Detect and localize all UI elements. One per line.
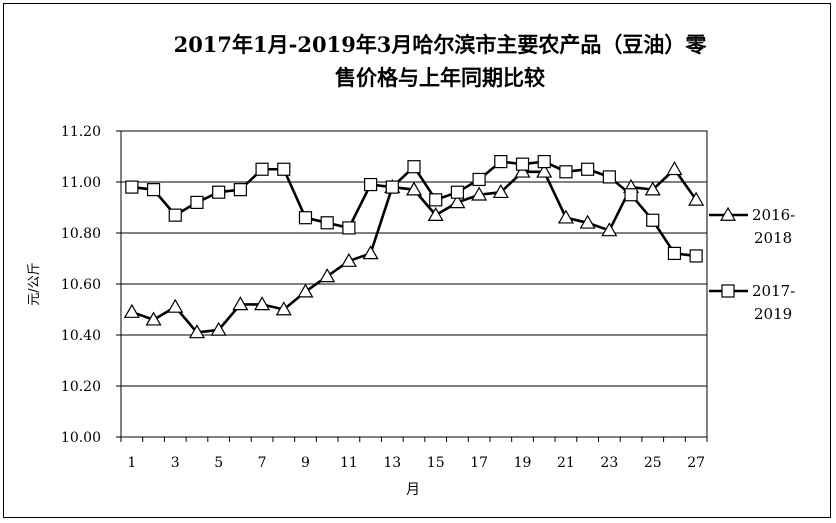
legend-label-line1: 2017- — [752, 282, 795, 300]
data-point — [342, 221, 356, 235]
legend-marker — [719, 206, 737, 221]
data-point — [537, 155, 551, 169]
data-point — [601, 222, 618, 237]
data-point — [362, 245, 379, 260]
data-point — [494, 155, 508, 169]
data-point — [559, 165, 573, 179]
data-point — [405, 181, 423, 196]
legend-item: 2017- 2019 — [709, 282, 795, 323]
data-point — [145, 311, 162, 326]
data-point — [536, 163, 553, 178]
x-tick-label: 23 — [600, 455, 618, 471]
data-point — [340, 252, 357, 267]
data-point — [646, 213, 660, 227]
data-point — [123, 303, 140, 318]
x-tick-label: 11 — [340, 455, 358, 471]
data-point — [298, 211, 313, 225]
y-tick-label: 10.60 — [61, 277, 101, 293]
data-point — [254, 296, 271, 311]
legend-item: 2016- 2018 — [709, 206, 795, 247]
data-point — [450, 185, 465, 199]
chart-title-line2: 售价格与上年同期比较 — [335, 65, 545, 90]
data-point — [319, 268, 336, 283]
x-tick-label: 25 — [644, 455, 662, 471]
legend-label-line2: 2018 — [754, 229, 792, 247]
y-tick-label: 10.40 — [61, 328, 101, 344]
data-point — [557, 209, 574, 224]
series-group — [123, 155, 705, 339]
y-tick-label: 10.00 — [61, 430, 101, 446]
x-tick-label: 19 — [514, 455, 532, 471]
data-point — [212, 185, 226, 199]
data-point — [644, 181, 661, 196]
data-point — [666, 161, 683, 176]
series-2017-2019 — [125, 155, 703, 263]
x-tick-label: 9 — [301, 455, 310, 471]
x-axis-ticks: 1 3 5 7 9 11 13 15 17 19 21 23 25 27 — [120, 437, 708, 471]
data-point — [385, 180, 399, 194]
data-point — [320, 216, 334, 230]
legend: 2016- 2018 2017- 2019 — [709, 206, 795, 323]
data-point — [514, 163, 531, 178]
data-point — [449, 194, 466, 209]
data-point — [277, 162, 291, 176]
legend-label-line2: 2019 — [754, 305, 792, 323]
legend-marker — [721, 284, 735, 298]
data-point — [581, 162, 595, 176]
y-tick-label: 11.20 — [61, 124, 101, 140]
chart-title-line1: 2017年1月-2019年3月哈尔滨市主要农产品（豆油）零 — [173, 32, 707, 57]
data-point — [472, 172, 486, 187]
data-point — [624, 188, 638, 202]
data-point — [667, 246, 682, 260]
data-point — [255, 162, 269, 176]
x-tick-label: 3 — [171, 455, 180, 471]
data-point — [232, 296, 249, 311]
x-tick-label: 17 — [470, 455, 488, 471]
y-axis-label: 元/公斤 — [27, 262, 42, 305]
y-axis-ticks: 10.00 10.20 10.40 10.60 10.80 11.00 11.20 — [61, 124, 121, 446]
data-point — [167, 298, 184, 313]
x-tick-label: 1 — [127, 455, 136, 471]
x-tick-label: 21 — [557, 455, 575, 471]
y-tick-label: 10.20 — [61, 379, 101, 395]
data-point — [190, 195, 204, 209]
data-point — [689, 249, 703, 263]
data-point — [210, 321, 227, 336]
x-tick-label: 7 — [258, 455, 267, 471]
data-point — [233, 183, 247, 197]
data-point — [146, 183, 161, 197]
data-point — [427, 206, 444, 221]
data-point — [515, 157, 530, 171]
legend-label-line1: 2016- — [752, 206, 795, 224]
data-point — [275, 301, 292, 316]
x-axis-label: 月 — [406, 482, 420, 498]
grid-lines — [121, 130, 707, 438]
x-tick-label: 15 — [427, 455, 445, 471]
data-point — [688, 191, 705, 206]
data-point — [492, 183, 509, 199]
data-point — [602, 170, 616, 184]
data-point — [407, 160, 421, 174]
data-point — [363, 177, 378, 192]
x-tick-label: 27 — [687, 455, 705, 471]
data-point — [297, 283, 314, 298]
x-tick-label: 5 — [214, 455, 223, 471]
data-point — [471, 186, 488, 201]
data-point — [188, 324, 205, 339]
y-tick-label: 10.80 — [61, 226, 101, 242]
data-point — [429, 193, 443, 207]
data-point — [579, 214, 596, 229]
series-2016-2018 — [123, 161, 705, 339]
y-tick-label: 11.00 — [61, 175, 101, 191]
data-point — [168, 208, 182, 222]
data-point — [125, 180, 139, 194]
x-tick-label: 13 — [383, 455, 401, 471]
